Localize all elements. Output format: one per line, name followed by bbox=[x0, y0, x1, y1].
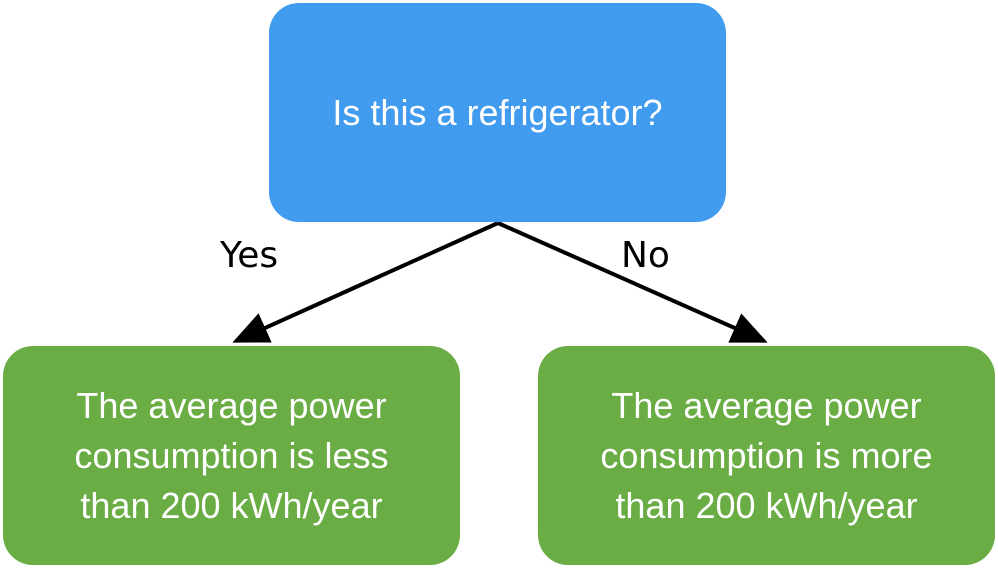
yes-answer-text: The average power consumption is less th… bbox=[74, 384, 389, 526]
yes-edge-arrow bbox=[232, 221, 499, 343]
no-answer-node: The average power consumption is more th… bbox=[538, 346, 995, 565]
question-node: Is this a refrigerator? bbox=[269, 3, 726, 222]
no-answer-text: The average power consumption is more th… bbox=[600, 384, 933, 526]
yes-branch-label: Yes bbox=[220, 235, 279, 276]
question-text: Is this a refrigerator? bbox=[332, 91, 663, 133]
no-edge-arrow bbox=[497, 221, 768, 343]
no-branch-label: No bbox=[621, 235, 670, 276]
yes-answer-node: The average power consumption is less th… bbox=[3, 346, 460, 565]
